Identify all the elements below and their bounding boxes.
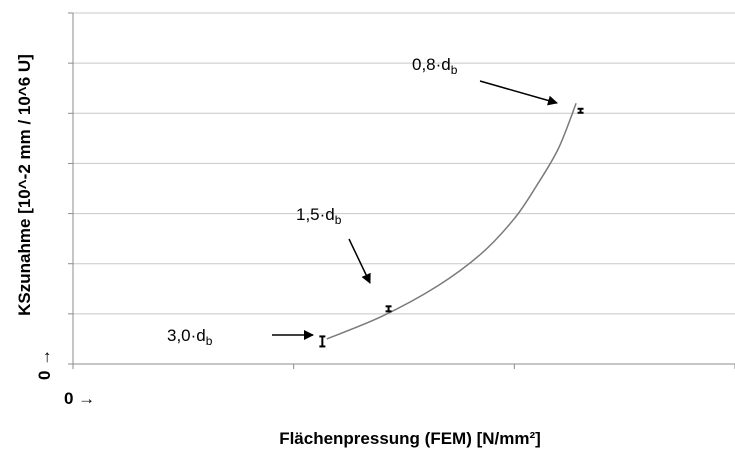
annotation-main: 3,0·d [167, 326, 206, 345]
annotation-label: 3,0·db [167, 326, 213, 348]
annotation-main: 1,5·d [296, 205, 335, 224]
annotation-label: 1,5·db [296, 205, 342, 227]
data-point [577, 107, 584, 114]
annotation-subscript: b [451, 63, 458, 77]
y-axis-title: KSzunahme [10^-2 mm / 10^6 U] [15, 54, 34, 316]
data-point [319, 335, 326, 348]
data-point [385, 305, 392, 313]
annotation-subscript: b [206, 334, 213, 348]
x-origin-label: 0 → [64, 389, 95, 408]
y-origin-label: 0 → [35, 349, 54, 380]
annotation-label: 0,8·db [412, 55, 458, 77]
x-ticks [72, 364, 735, 369]
trend-curve-layer [326, 102, 577, 340]
annotations: 3,0·db1,5·db0,8·db [167, 55, 558, 348]
grid-lines [73, 12, 735, 315]
annotation-arrow [479, 80, 558, 106]
annotation-subscript: b [335, 213, 342, 227]
annotation-arrow [348, 238, 371, 284]
x-axis-title: Flächenpressung (FEM) [N/mm²] [279, 429, 541, 448]
axes [68, 12, 735, 365]
trend-curve [326, 102, 577, 340]
data-points [319, 107, 584, 348]
annotation-main: 0,8·d [412, 55, 451, 74]
